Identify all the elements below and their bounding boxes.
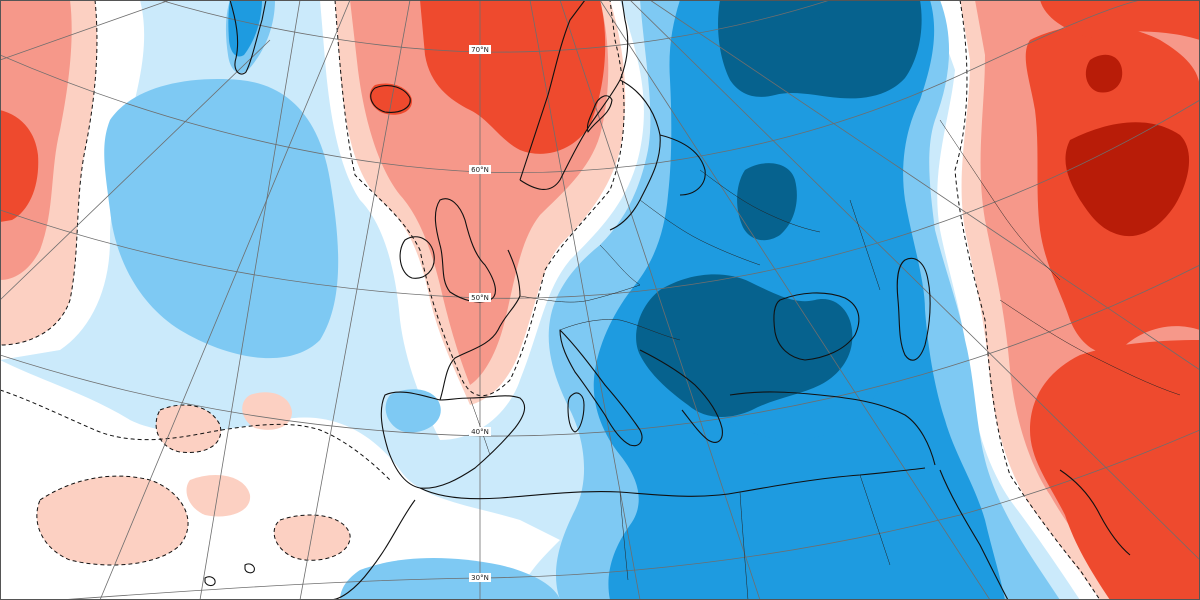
svg-text:30°N: 30°N — [471, 574, 489, 582]
latitude-labels: 70°N 60°N 50°N 40°N 30°N — [469, 45, 491, 582]
parallel-40n — [0, 264, 1200, 437]
zero-contours — [0, 0, 1101, 600]
label-70n: 70°N — [469, 45, 491, 54]
svg-text:70°N: 70°N — [471, 46, 489, 54]
parallel-50n — [0, 99, 1200, 299]
label-30n: 30°N — [469, 573, 491, 582]
meridian — [199, 0, 301, 600]
svg-text:40°N: 40°N — [471, 428, 489, 436]
parallel-30n — [59, 429, 1200, 600]
meridian — [629, 0, 1200, 561]
meridian — [0, 39, 271, 301]
meridian — [599, 0, 991, 600]
svg-text:60°N: 60°N — [471, 166, 489, 174]
positive-anomaly-max — [1065, 54, 1190, 237]
meridian — [649, 0, 1200, 371]
label-60n: 60°N — [469, 165, 491, 174]
meridian — [299, 0, 411, 600]
meridian — [99, 0, 351, 600]
parallel-60n — [0, 0, 1141, 173]
meridian — [0, 0, 171, 61]
meridian — [529, 0, 641, 600]
borders — [469, 119, 1181, 600]
label-50n: 50°N — [469, 293, 491, 302]
svg-text:50°N: 50°N — [471, 294, 489, 302]
label-40n: 40°N — [469, 427, 491, 436]
meridian — [559, 0, 761, 600]
